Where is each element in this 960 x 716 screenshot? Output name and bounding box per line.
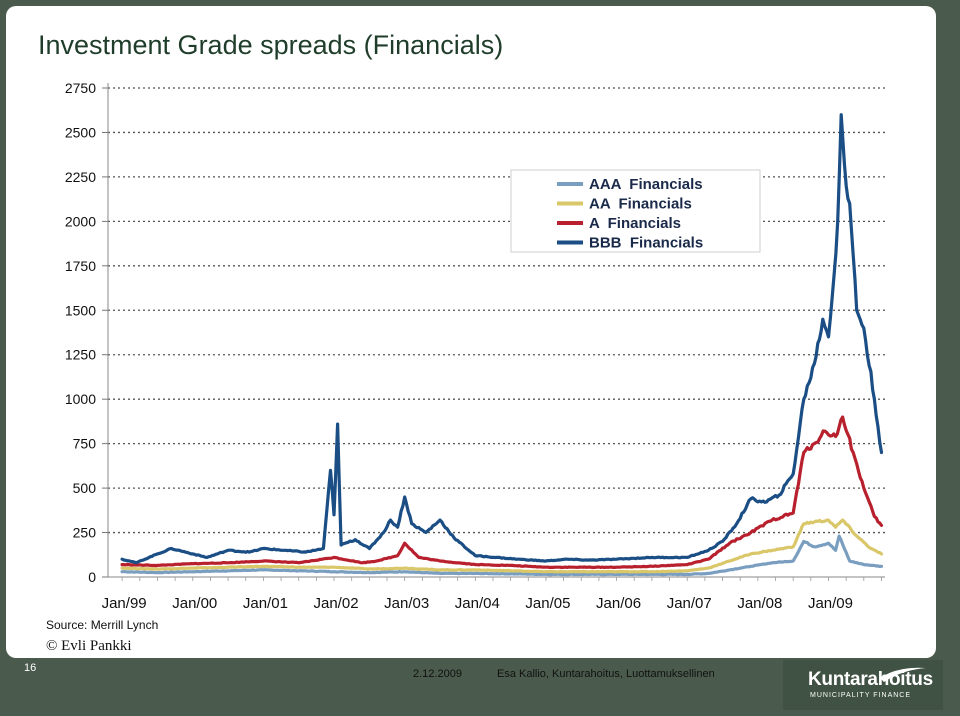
legend-label: AAA Financials bbox=[589, 176, 703, 193]
chart-grid bbox=[108, 87, 885, 534]
y-tick-label: 1750 bbox=[65, 258, 96, 274]
x-tick-label: Jan/03 bbox=[384, 595, 429, 612]
y-tick-label: 2750 bbox=[65, 80, 96, 96]
page-title: Investment Grade spreads (Financials) bbox=[38, 30, 504, 60]
copyright-note: © Evli Pankki bbox=[46, 638, 132, 654]
legend-label: AA Financials bbox=[589, 196, 692, 213]
x-tick-label: Jan/00 bbox=[172, 595, 217, 612]
x-tick-label: Jan/06 bbox=[596, 595, 641, 612]
y-tick-label: 750 bbox=[73, 436, 97, 452]
chart: 0 250 500 750 1000 1250 1500 1750 2000 2250 2500 27… bbox=[65, 80, 885, 612]
series-line bbox=[120, 518, 884, 574]
x-tick-label: Jan/09 bbox=[808, 595, 853, 612]
x-axis: Jan/99 Jan/00 Jan/01 Jan/02 Jan/03 Jan/04 Jan/… bbox=[102, 576, 885, 612]
chart-series bbox=[120, 113, 884, 577]
page-number: 16 bbox=[24, 662, 37, 674]
x-tick-label: Jan/07 bbox=[667, 595, 712, 612]
footer-date: 2.12.2009 bbox=[413, 668, 462, 680]
logo-subtitle: MUNICIPALITY FINANCE bbox=[810, 692, 912, 699]
y-tick-label: 0 bbox=[88, 569, 96, 585]
series-line bbox=[120, 113, 884, 565]
legend-box bbox=[510, 169, 761, 253]
legend-label: A Financials bbox=[589, 215, 681, 232]
x-tick-label: Jan/01 bbox=[243, 595, 288, 612]
legend-label: BBB Financials bbox=[589, 235, 703, 252]
series-line bbox=[120, 534, 884, 577]
source-note: Source: Merrill Lynch bbox=[46, 618, 159, 632]
y-tick-label: 2500 bbox=[65, 124, 96, 140]
x-tick-label: Jan/04 bbox=[455, 595, 500, 612]
x-tick-label: Jan/02 bbox=[314, 595, 359, 612]
y-tick-label: 1250 bbox=[65, 347, 96, 363]
y-axis: 0 250 500 750 1000 1250 1500 1750 2000 2250 2500 27… bbox=[65, 80, 109, 585]
footer-text: Esa Kallio, Kuntarahoitus, Luottamuksell… bbox=[497, 668, 715, 680]
x-tick-label: Jan/08 bbox=[737, 595, 782, 612]
logo-name: Kuntarahoitus bbox=[808, 669, 933, 690]
series-line bbox=[120, 415, 884, 570]
y-tick-label: 1000 bbox=[65, 391, 96, 407]
y-tick-label: 250 bbox=[73, 525, 97, 541]
y-tick-label: 2000 bbox=[65, 213, 96, 229]
y-tick-label: 2250 bbox=[65, 169, 96, 185]
y-tick-label: 500 bbox=[73, 480, 97, 496]
x-tick-label: Jan/05 bbox=[525, 595, 570, 612]
y-tick-label: 1500 bbox=[65, 302, 96, 318]
logo-swoosh-icon bbox=[880, 667, 926, 682]
chart-legend: AAA Financials AA Financials A Financials B… bbox=[510, 169, 761, 253]
x-tick-label: Jan/99 bbox=[102, 595, 147, 612]
